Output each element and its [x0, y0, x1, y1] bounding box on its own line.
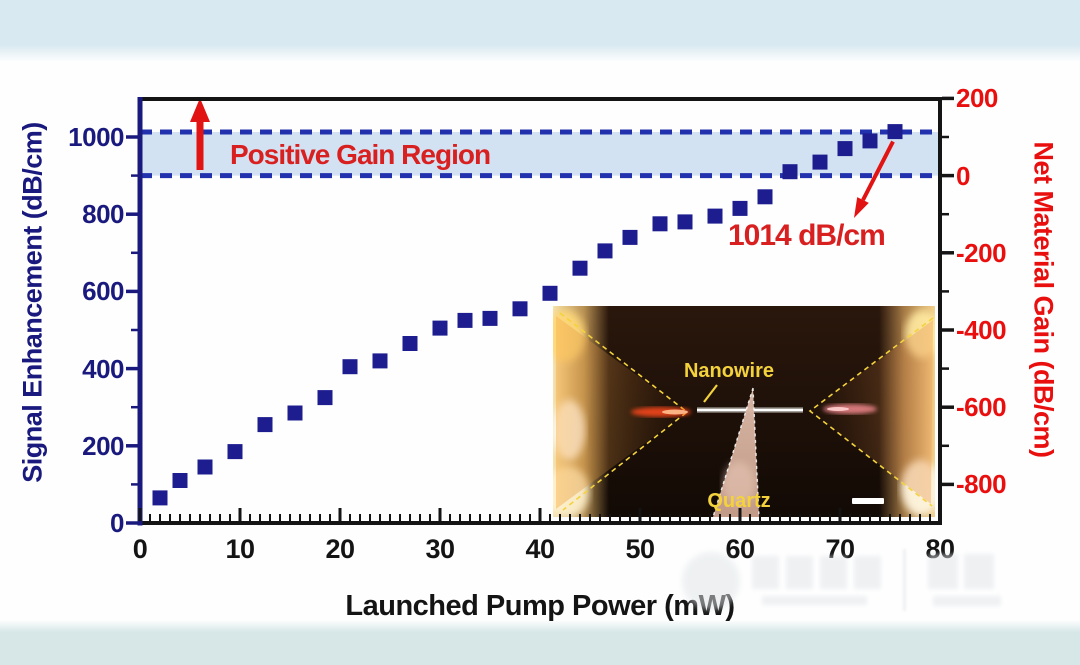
- data-point: [402, 336, 418, 351]
- left-axis-title: Signal Enhancement (dB/cm): [17, 122, 48, 483]
- x-tick-label: 70: [825, 534, 855, 564]
- x-tick-label: 40: [525, 534, 555, 564]
- data-point: [622, 229, 638, 245]
- y-left-tick-label: 600: [82, 276, 124, 307]
- data-point: [432, 320, 448, 336]
- data-point: [287, 405, 303, 421]
- y-right-tick-label: -800: [956, 469, 1007, 500]
- x-tick-label: 60: [725, 534, 755, 564]
- x-tick-label: 30: [425, 534, 455, 564]
- data-point: [257, 417, 273, 433]
- y-left-tick-label: 1000: [68, 122, 124, 152]
- data-point: [152, 490, 168, 506]
- data-point: [342, 359, 358, 375]
- data-point: [372, 353, 388, 369]
- positive-gain-band: [142, 131, 938, 176]
- scale-bar: [852, 498, 884, 504]
- annotation-arrow: [861, 140, 895, 201]
- inset-graphics: [553, 306, 935, 517]
- y-right-tick-label: -200: [956, 237, 1007, 268]
- data-point: [457, 312, 473, 328]
- data-point: [782, 164, 798, 180]
- data-point: [197, 459, 213, 475]
- y-left-tick-label: 0: [110, 508, 124, 538]
- y-left-tick-label: 200: [82, 430, 124, 461]
- inset-microscope-image: Nanowire Quartz: [553, 306, 935, 517]
- data-point: [707, 208, 723, 224]
- data-point: [317, 390, 333, 406]
- data-point: [837, 141, 853, 157]
- data-point: [732, 200, 748, 216]
- y-left-tick-label: 800: [82, 199, 124, 230]
- positive-gain-region-label: Positive Gain Region: [230, 139, 491, 170]
- peak-gain-annotation: 1014 dB/cm: [728, 219, 886, 252]
- page-bottom-strip: [0, 620, 1080, 665]
- y-right-tick-label: 0: [956, 160, 970, 191]
- data-point: [542, 285, 558, 301]
- data-point: [482, 310, 498, 326]
- data-point: [172, 473, 188, 488]
- x-tick-label: 50: [625, 534, 655, 564]
- y-left-tick-label: 400: [82, 353, 124, 384]
- y-right-tick-label: 200: [956, 83, 998, 114]
- data-point: [812, 154, 828, 170]
- up-arrow-head: [190, 98, 210, 122]
- y-right-tick-label: -400: [956, 315, 1007, 345]
- x-axis-title: Launched Pump Power (mW): [345, 590, 735, 622]
- data-point: [512, 301, 528, 317]
- data-point: [572, 260, 588, 276]
- quartz-label: Quartz: [707, 490, 771, 512]
- data-point: [652, 216, 668, 232]
- page-top-strip: [0, 0, 1080, 62]
- data-point: [677, 214, 693, 230]
- nanowire-pointer-line: [703, 384, 718, 403]
- y-right-tick-label: -600: [956, 392, 1007, 423]
- data-point: [862, 133, 878, 149]
- annotation-arrow-head: [854, 197, 869, 218]
- data-point: [597, 243, 613, 259]
- data-point: [757, 189, 773, 205]
- x-tick-label: 20: [325, 534, 355, 564]
- data-point: [227, 444, 243, 460]
- nanowire-label: Nanowire: [683, 360, 775, 382]
- data-point: [887, 124, 903, 140]
- x-tick-label: 0: [132, 534, 148, 564]
- x-tick-label: 80: [925, 534, 955, 564]
- x-tick-label: 10: [225, 534, 255, 564]
- right-axis-title: Net Material Gain (dB/cm): [1028, 141, 1059, 458]
